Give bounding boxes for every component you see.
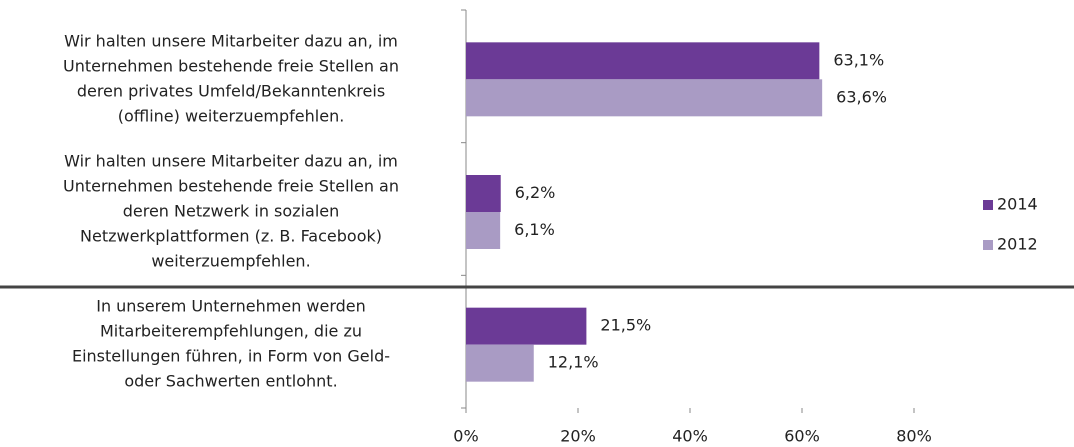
bar bbox=[466, 79, 823, 117]
category-label: Netzwerkplattformen (z. B. Facebook) bbox=[80, 227, 382, 246]
x-tick-label: 40% bbox=[672, 427, 708, 446]
value-label: 6,2% bbox=[515, 183, 556, 202]
x-tick-label: 0% bbox=[453, 427, 478, 446]
category-label: Wir halten unsere Mitarbeiter dazu an, i… bbox=[64, 31, 398, 50]
legend-swatch bbox=[983, 200, 993, 210]
category-label: oder Sachwerten entlohnt. bbox=[124, 372, 337, 391]
value-label: 63,1% bbox=[833, 50, 884, 69]
category-label: Unternehmen bestehende freie Stellen an bbox=[63, 56, 399, 75]
value-label: 63,6% bbox=[836, 87, 887, 106]
legend-swatch bbox=[983, 240, 993, 250]
bar bbox=[466, 344, 534, 382]
category-label: Mitarbeiterempfehlungen, die zu bbox=[100, 322, 362, 341]
bar bbox=[466, 42, 820, 80]
category-label: Einstellungen führen, in Form von Geld- bbox=[72, 347, 390, 366]
bar bbox=[466, 175, 501, 212]
x-tick-label: 60% bbox=[784, 427, 820, 446]
x-tick-label: 80% bbox=[896, 427, 932, 446]
value-label: 21,5% bbox=[600, 316, 651, 335]
category-label: weiterzuempfehlen. bbox=[151, 252, 310, 271]
value-label: 12,1% bbox=[548, 353, 599, 372]
category-label: deren privates Umfeld/Bekanntenkreis bbox=[77, 81, 385, 100]
category-label: Unternehmen bestehende freie Stellen an bbox=[63, 177, 399, 196]
bar bbox=[466, 212, 501, 249]
category-label: (offline) weiterzuempfehlen. bbox=[118, 106, 345, 125]
bar bbox=[466, 307, 587, 345]
x-tick-label: 20% bbox=[560, 427, 596, 446]
legend-label: 2012 bbox=[997, 235, 1038, 254]
value-label: 6,1% bbox=[514, 220, 555, 239]
legend-label: 2014 bbox=[997, 195, 1038, 214]
category-label: In unserem Unternehmen werden bbox=[96, 297, 366, 316]
category-label: Wir halten unsere Mitarbeiter dazu an, i… bbox=[64, 152, 398, 171]
category-label: deren Netzwerk in sozialen bbox=[123, 202, 340, 221]
